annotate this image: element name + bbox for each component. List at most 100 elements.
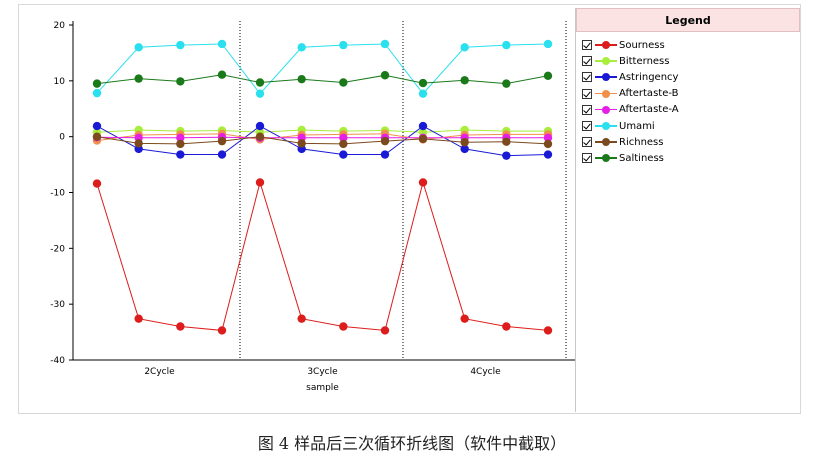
legend-swatch (595, 121, 617, 131)
legend-item-bitterness[interactable]: Bitterness (582, 53, 800, 69)
data-point-umami (134, 43, 143, 52)
data-point-saltiness (418, 78, 428, 88)
legend-label: Saltiness (619, 152, 664, 164)
x-group-label: 3Cycle (307, 367, 338, 377)
legend-label: Aftertaste-B (619, 88, 679, 100)
cycle-dividers (239, 21, 567, 360)
legend-swatch (595, 89, 617, 99)
data-point-umami (176, 40, 185, 50)
legend-checkbox[interactable] (582, 121, 592, 132)
data-point-saltiness (380, 71, 390, 80)
y-tick-label: -20 (50, 244, 65, 254)
legend-swatch (595, 56, 617, 66)
series-line-bitterness (96, 129, 548, 133)
data-point-aftertaste-a (543, 133, 553, 142)
data-point-richness (255, 132, 265, 141)
data-point-astringency (380, 150, 390, 159)
data-point-saltiness (134, 74, 143, 83)
legend-checkbox[interactable] (582, 153, 592, 164)
legend-label: Sourness (619, 39, 665, 51)
legend-swatch (595, 72, 617, 82)
data-point-richness (297, 139, 306, 148)
legend-checkbox[interactable] (582, 88, 592, 99)
legend-list: Sourness Bitterness Astringency Aftertaste-… (576, 32, 800, 167)
legend-label: Umami (619, 120, 655, 132)
data-point-astringency (217, 150, 227, 159)
legend-checkbox[interactable] (582, 72, 592, 83)
data-point-umami (460, 43, 469, 52)
data-point-astringency (460, 144, 469, 154)
data-point-sourness (339, 322, 348, 331)
data-point-astringency (339, 150, 348, 159)
data-point-astringency (92, 121, 102, 131)
data-point-richness (460, 138, 469, 147)
legend-item-aftertaste-b[interactable]: Aftertaste-B (582, 86, 800, 102)
legend-item-richness[interactable]: Richness (582, 134, 800, 150)
legend-checkbox[interactable] (582, 40, 592, 51)
data-point-astringency (255, 121, 265, 131)
data-point-umami (502, 40, 511, 50)
data-point-richness (543, 139, 553, 149)
y-tick-label: -10 (50, 189, 65, 199)
data-point-umami (380, 39, 390, 49)
legend-item-sourness[interactable]: Sourness (582, 37, 800, 53)
data-point-astringency (176, 150, 185, 159)
y-tick-label: 0 (59, 133, 65, 143)
series-line-richness (96, 136, 549, 145)
data-point-saltiness (92, 79, 102, 88)
legend-checkbox[interactable] (582, 137, 592, 148)
data-point-richness (217, 136, 227, 146)
series-line-aftertaste-b (96, 133, 548, 142)
data-point-saltiness (543, 71, 553, 81)
data-point-umami (217, 39, 227, 49)
legend-label: Bitterness (619, 55, 670, 67)
data-point-saltiness (297, 74, 306, 84)
data-point-umami (339, 40, 348, 50)
legend-checkbox[interactable] (582, 56, 592, 67)
y-tick-label: -40 (50, 356, 65, 366)
data-point-saltiness (339, 78, 348, 87)
data-point-aftertaste-a (339, 133, 348, 142)
data-point-umami (255, 89, 265, 98)
data-point-sourness (176, 322, 185, 331)
chart-axes: -40 -30 -20 -10 0 10 20 2Cycle 3Cycle 4Cycle (50, 21, 579, 377)
legend-title: Legend (576, 8, 800, 32)
data-point-sourness (418, 178, 428, 187)
data-point-sourness (255, 178, 265, 187)
data-point-aftertaste-a (176, 133, 185, 142)
legend-item-saltiness[interactable]: Saltiness (582, 150, 800, 166)
data-point-saltiness (502, 79, 511, 88)
legend-swatch (595, 153, 617, 163)
data-point-umami (418, 89, 428, 98)
data-point-astringency (418, 121, 428, 131)
data-point-richness (418, 134, 428, 144)
legend-item-astringency[interactable]: Astringency (582, 69, 800, 85)
figure-caption: 图 4 样品后三次循环折线图（软件中截取） (257, 434, 567, 453)
legend-checkbox[interactable] (582, 104, 592, 115)
legend-label: Richness (619, 136, 664, 148)
series-lines (96, 43, 549, 331)
legend-label: Aftertaste-A (619, 104, 679, 116)
data-point-astringency (543, 150, 553, 159)
data-point-sourness (134, 314, 143, 323)
series-line-astringency (96, 125, 549, 157)
legend-item-umami[interactable]: Umami (582, 118, 800, 134)
legend-swatch (595, 137, 617, 147)
legend-swatch (595, 40, 617, 50)
data-point-saltiness (217, 70, 227, 79)
data-point-saltiness (176, 77, 185, 86)
data-point-umami (297, 43, 306, 52)
series-line-umami (96, 43, 549, 95)
data-point-richness (502, 137, 511, 146)
line-chart: -40 -30 -20 -10 0 10 20 2Cycle 3Cycle 4Cycle samp… (50, 21, 579, 393)
data-point-richness (176, 139, 185, 149)
data-point-umami (543, 39, 553, 49)
data-point-saltiness (460, 76, 469, 85)
data-point-richness (134, 139, 143, 148)
x-group-label: 4Cycle (470, 367, 501, 377)
series-line-sourness (96, 180, 549, 331)
x-group-label: 2Cycle (144, 367, 175, 377)
legend-swatch (595, 105, 617, 115)
legend-item-aftertaste-a[interactable]: Aftertaste-A (582, 102, 800, 118)
data-point-sourness (92, 179, 102, 188)
